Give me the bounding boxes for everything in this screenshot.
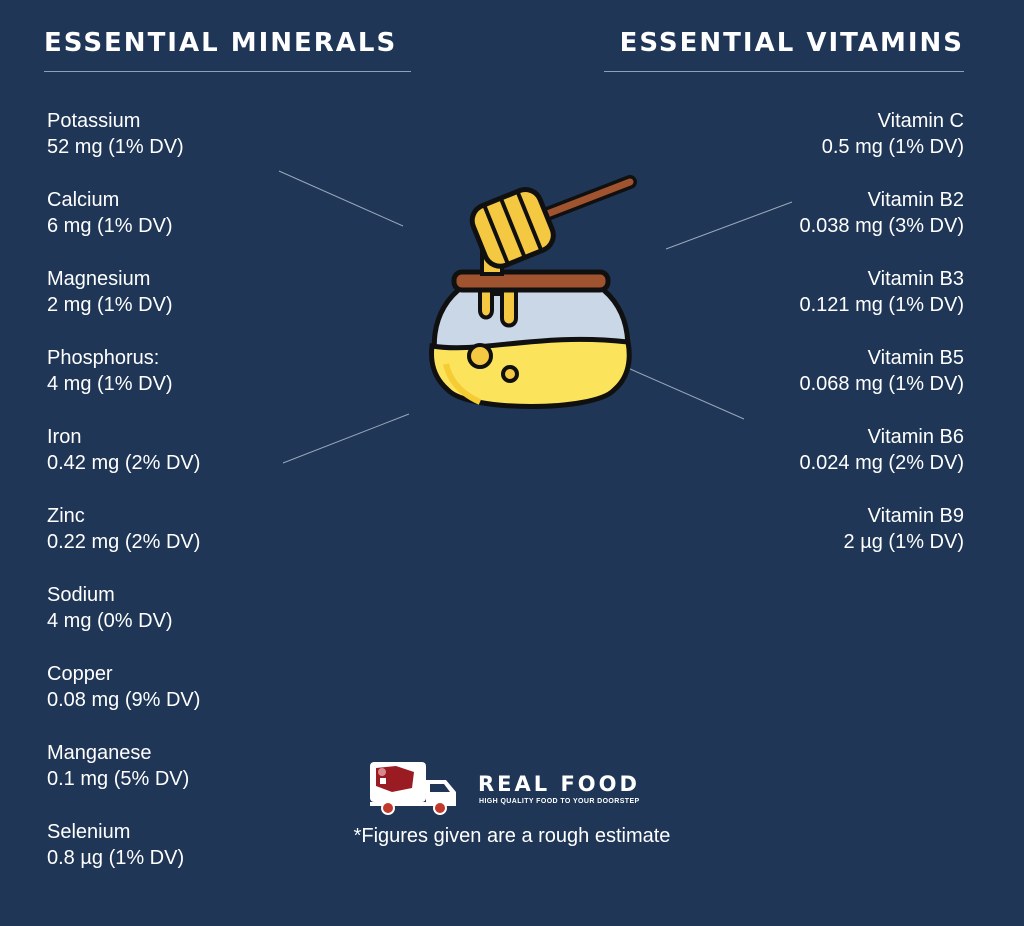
honey-jar-icon bbox=[420, 168, 642, 420]
vitamin-item: Vitamin C 0.5 mg (1% DV) bbox=[799, 108, 964, 187]
mineral-name: Zinc bbox=[47, 505, 85, 527]
vitamin-item: Vitamin B6 0.024 mg (2% DV) bbox=[799, 424, 964, 503]
vitamins-heading-divider bbox=[604, 71, 964, 72]
mineral-item: Magnesium 2 mg (1% DV) bbox=[47, 266, 200, 345]
brand-name: REAL FOOD bbox=[478, 772, 640, 796]
mineral-name: Manganese bbox=[47, 742, 152, 764]
mineral-value: 4 mg (1% DV) bbox=[47, 373, 173, 395]
vitamin-item: Vitamin B5 0.068 mg (1% DV) bbox=[799, 345, 964, 424]
vitamin-name: Vitamin B2 bbox=[867, 189, 964, 211]
mineral-value: 4 mg (0% DV) bbox=[47, 610, 173, 632]
mineral-name: Sodium bbox=[47, 584, 115, 606]
mineral-value: 0.08 mg (9% DV) bbox=[47, 689, 201, 711]
mineral-name: Magnesium bbox=[47, 268, 151, 290]
minerals-list: Potassium 52 mg (1% DV) Calcium 6 mg (1% D… bbox=[47, 108, 200, 898]
vitamins-list: Vitamin C 0.5 mg (1% DV) Vitamin B2 0.038 … bbox=[799, 108, 964, 582]
brand-tagline: HIGH QUALITY FOOD TO YOUR DOORSTEP bbox=[479, 798, 640, 805]
mineral-value: 52 mg (1% DV) bbox=[47, 136, 184, 158]
vitamin-value: 0.038 mg (3% DV) bbox=[799, 215, 964, 237]
mineral-name: Iron bbox=[47, 426, 82, 448]
minerals-heading: ESSENTIAL MINERALS bbox=[44, 28, 398, 58]
mineral-item: Calcium 6 mg (1% DV) bbox=[47, 187, 200, 266]
mineral-item: Iron 0.42 mg (2% DV) bbox=[47, 424, 200, 503]
vitamin-name: Vitamin C bbox=[877, 110, 964, 132]
mineral-name: Potassium bbox=[47, 110, 141, 132]
connector-line bbox=[278, 170, 404, 227]
footnote: *Figures given are a rough estimate bbox=[353, 825, 671, 847]
mineral-value: 2 mg (1% DV) bbox=[47, 294, 173, 316]
vitamin-value: 0.5 mg (1% DV) bbox=[821, 136, 964, 158]
mineral-value: 0.42 mg (2% DV) bbox=[47, 452, 201, 474]
minerals-heading-divider bbox=[44, 71, 411, 72]
mineral-value: 0.1 mg (5% DV) bbox=[47, 768, 190, 790]
vitamin-name: Vitamin B5 bbox=[867, 347, 964, 369]
vitamins-heading: ESSENTIAL VITAMINS bbox=[619, 28, 964, 58]
vitamin-name: Vitamin B9 bbox=[867, 505, 964, 527]
mineral-item: Potassium 52 mg (1% DV) bbox=[47, 108, 200, 187]
mineral-name: Phosphorus: bbox=[47, 347, 160, 369]
delivery-truck-icon bbox=[370, 762, 456, 815]
mineral-name: Selenium bbox=[47, 821, 131, 843]
mineral-item: Manganese 0.1 mg (5% DV) bbox=[47, 740, 200, 819]
mineral-value: 6 mg (1% DV) bbox=[47, 215, 173, 237]
mineral-item: Zinc 0.22 mg (2% DV) bbox=[47, 503, 200, 582]
connector-line bbox=[282, 413, 410, 464]
vitamin-value: 0.121 mg (1% DV) bbox=[799, 294, 964, 316]
vitamin-value: 0.068 mg (1% DV) bbox=[799, 373, 964, 395]
mineral-value: 0.8 µg (1% DV) bbox=[47, 847, 185, 869]
connector-line bbox=[665, 201, 793, 250]
connector-line bbox=[620, 364, 745, 420]
vitamin-value: 0.024 mg (2% DV) bbox=[799, 452, 964, 474]
mineral-name: Copper bbox=[47, 663, 113, 685]
vitamin-item: Vitamin B9 2 µg (1% DV) bbox=[799, 503, 964, 582]
vitamin-name: Vitamin B3 bbox=[867, 268, 964, 290]
vitamin-name: Vitamin B6 bbox=[867, 426, 964, 448]
vitamin-item: Vitamin B3 0.121 mg (1% DV) bbox=[799, 266, 964, 345]
mineral-item: Phosphorus: 4 mg (1% DV) bbox=[47, 345, 200, 424]
mineral-item: Sodium 4 mg (0% DV) bbox=[47, 582, 200, 661]
mineral-item: Selenium 0.8 µg (1% DV) bbox=[47, 819, 200, 898]
vitamin-item: Vitamin B2 0.038 mg (3% DV) bbox=[799, 187, 964, 266]
mineral-name: Calcium bbox=[47, 189, 120, 211]
real-food-logo bbox=[368, 758, 648, 818]
mineral-item: Copper 0.08 mg (9% DV) bbox=[47, 661, 200, 740]
mineral-value: 0.22 mg (2% DV) bbox=[47, 531, 201, 553]
vitamin-value: 2 µg (1% DV) bbox=[843, 531, 964, 553]
